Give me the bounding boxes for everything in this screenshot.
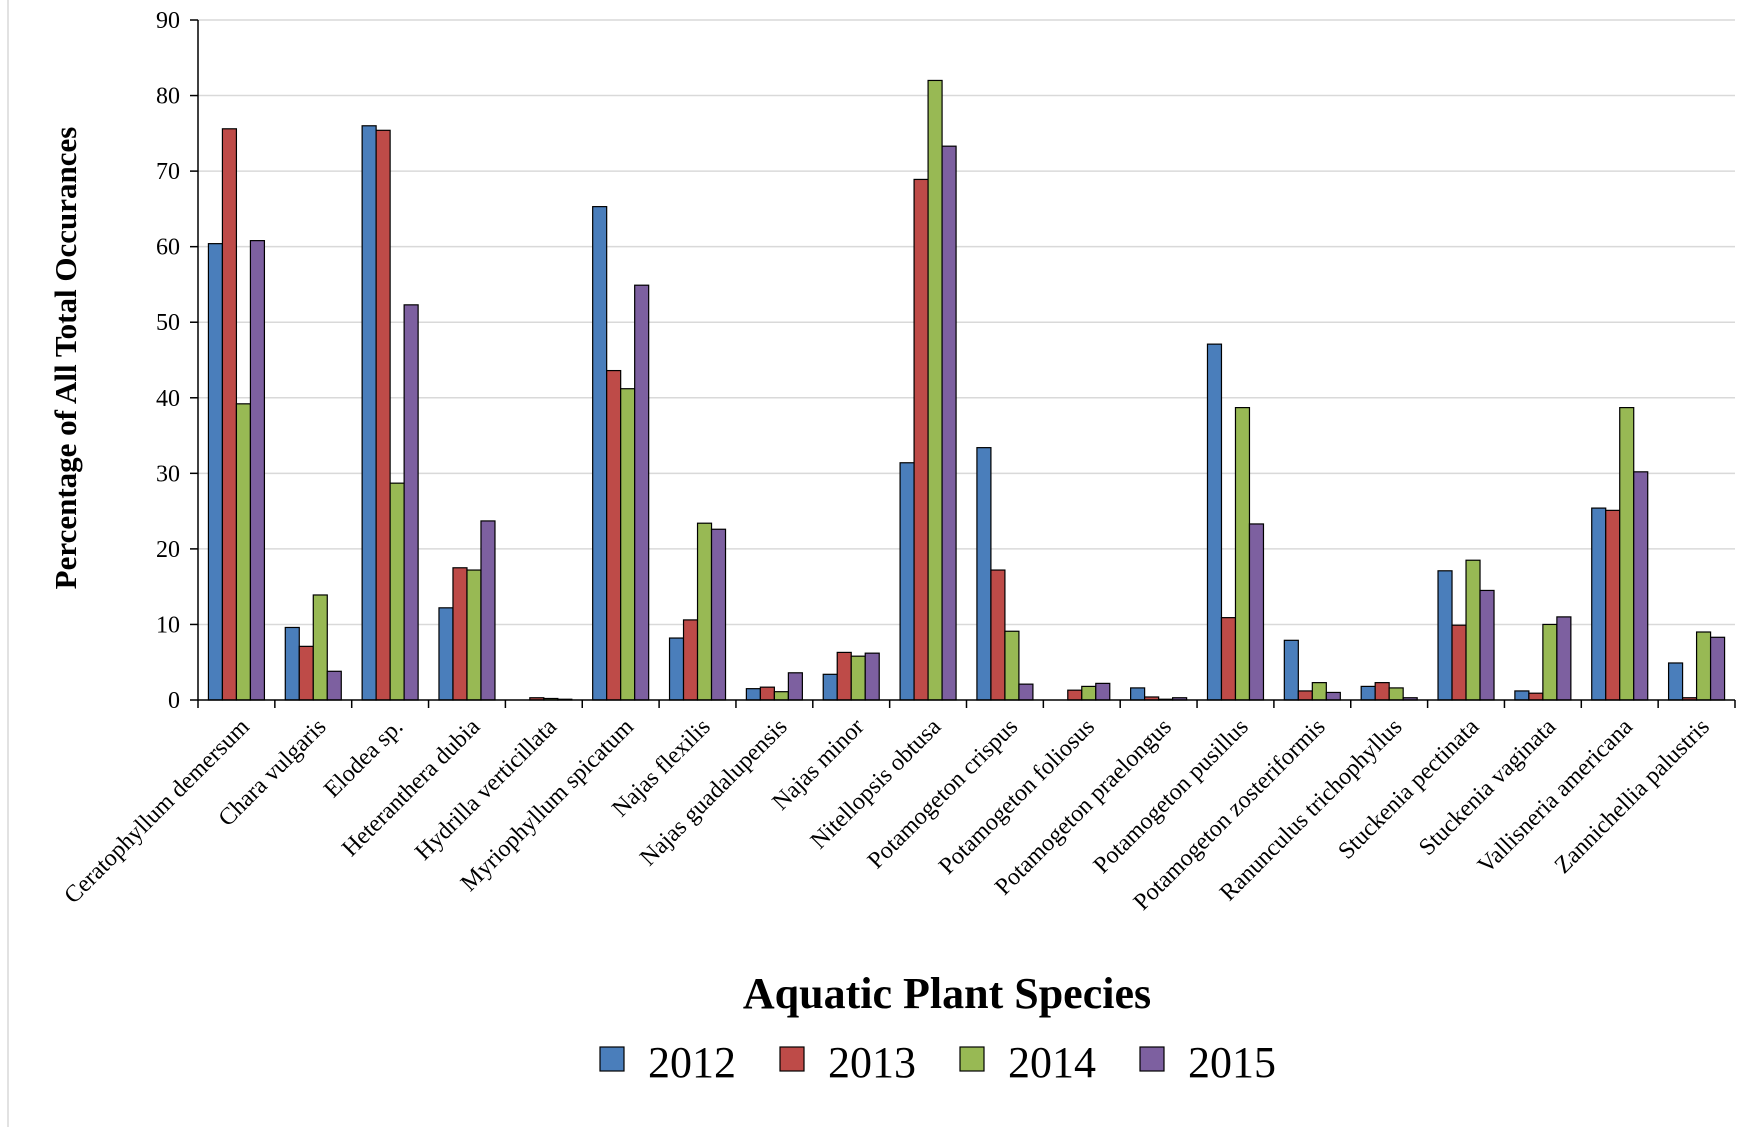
- bar-2014-9: [850, 655, 866, 701]
- bar-2014-17: [1465, 559, 1481, 701]
- y-tick-label: 40: [156, 386, 180, 412]
- bar-2014-2: [312, 594, 328, 701]
- legend-label-2015: 2015: [1188, 1038, 1276, 1087]
- bar-2013-2: [298, 645, 314, 701]
- bar-2012-16: [1360, 685, 1376, 701]
- bar-2012-10: [899, 462, 915, 701]
- bar-2012-11: [976, 447, 992, 701]
- bar-2012-17: [1437, 570, 1453, 701]
- bar-2013-19: [1605, 509, 1621, 701]
- bar-2015-12: [1095, 682, 1111, 701]
- bar-2013-17: [1451, 624, 1467, 701]
- bar-2012-18: [1514, 690, 1530, 701]
- bar-2013-4: [452, 567, 468, 701]
- bar-2012-14: [1206, 343, 1223, 701]
- bars: [207, 79, 1726, 701]
- bar-2014-1: [235, 403, 252, 701]
- bar-2015-11: [1018, 683, 1034, 701]
- bar-2013-1: [221, 128, 238, 701]
- bar-2013-10: [913, 178, 929, 701]
- bar-2013-8: [759, 686, 775, 701]
- bar-2014-10: [927, 79, 943, 701]
- bar-2015-10: [941, 145, 957, 701]
- legend: 2012 2013 2014 2015: [599, 1038, 1276, 1087]
- bar-2015-14: [1248, 523, 1265, 701]
- bar-2012-19: [1591, 507, 1607, 701]
- bar-2015-20: [1709, 636, 1726, 701]
- legend-swatch-2013: [779, 1046, 805, 1072]
- bar-2015-17: [1479, 589, 1495, 701]
- x-axis-title: Aquatic Plant Species: [743, 969, 1151, 1018]
- bar-2014-8: [773, 691, 789, 701]
- y-tick-labels: 0 10 20 30 40 50 60 70 80 90: [156, 8, 180, 714]
- y-tick-label: 20: [156, 537, 180, 563]
- bar-2014-6: [620, 388, 636, 701]
- bar-2012-20: [1667, 662, 1684, 701]
- bar-2015-18: [1556, 616, 1572, 701]
- gridlines: [198, 19, 1735, 626]
- bar-2014-15: [1311, 682, 1327, 701]
- bar-2014-11: [1004, 630, 1020, 701]
- y-tick-label: 30: [156, 461, 180, 487]
- bar-2015-3: [403, 304, 419, 701]
- bar-2015-1: [249, 240, 266, 701]
- bar-2015-2: [326, 670, 342, 701]
- bar-2013-6: [606, 369, 622, 701]
- bar-2012-13: [1130, 687, 1146, 701]
- bar-2015-7: [710, 528, 727, 701]
- y-tick-label: 60: [156, 235, 180, 261]
- bar-2014-18: [1542, 623, 1558, 701]
- y-tick-label: 70: [156, 159, 180, 185]
- y-tick-label: 0: [168, 688, 180, 714]
- bar-2014-20: [1695, 631, 1712, 701]
- bar-2014-16: [1388, 687, 1404, 701]
- bar-2014-3: [389, 482, 405, 701]
- bar-2014-12: [1081, 685, 1097, 701]
- bar-2012-7: [668, 637, 685, 701]
- bar-2014-19: [1619, 407, 1635, 701]
- y-tick-label: 90: [156, 8, 180, 34]
- legend-label-2013: 2013: [828, 1038, 916, 1087]
- bar-2015-6: [634, 284, 650, 701]
- bar-2014-7: [696, 522, 713, 701]
- bar-2012-9: [822, 673, 838, 701]
- bar-2013-7: [682, 619, 699, 701]
- bar-2013-15: [1297, 690, 1313, 701]
- bar-2012-2: [284, 626, 300, 701]
- bar-2012-8: [745, 688, 761, 701]
- bar-2012-1: [207, 243, 224, 701]
- legend-label-2012: 2012: [648, 1038, 736, 1087]
- legend-swatch-2015: [1139, 1046, 1165, 1072]
- bar-2013-14: [1220, 617, 1237, 701]
- legend-label-2014: 2014: [1008, 1038, 1096, 1087]
- legend-swatch-2014: [959, 1046, 985, 1072]
- axes: [190, 19, 1736, 708]
- bar-2013-12: [1067, 689, 1083, 701]
- bar-2013-3: [375, 129, 391, 701]
- y-tick-label: 10: [156, 612, 180, 638]
- bar-2015-8: [787, 672, 803, 701]
- bar-2015-9: [864, 652, 880, 701]
- bar-2012-6: [592, 206, 608, 701]
- bar-2012-4: [438, 607, 454, 701]
- y-axis-title: Percentage of All Total Occurances: [48, 127, 83, 590]
- bar-2014-14: [1234, 407, 1251, 701]
- legend-swatch-2012: [599, 1046, 625, 1072]
- bar-2015-15: [1325, 691, 1341, 701]
- bar-2014-4: [466, 569, 482, 701]
- bar-2015-4: [480, 520, 496, 701]
- bar-2013-18: [1528, 692, 1544, 701]
- bar-2013-11: [990, 569, 1006, 701]
- bar-2015-19: [1633, 471, 1649, 701]
- y-tick-label: 50: [156, 310, 180, 336]
- y-tick-label: 80: [156, 84, 180, 110]
- bar-2013-9: [836, 651, 852, 701]
- bar-2012-15: [1283, 639, 1299, 701]
- bar-2012-3: [361, 125, 377, 701]
- bar-2013-16: [1374, 682, 1390, 701]
